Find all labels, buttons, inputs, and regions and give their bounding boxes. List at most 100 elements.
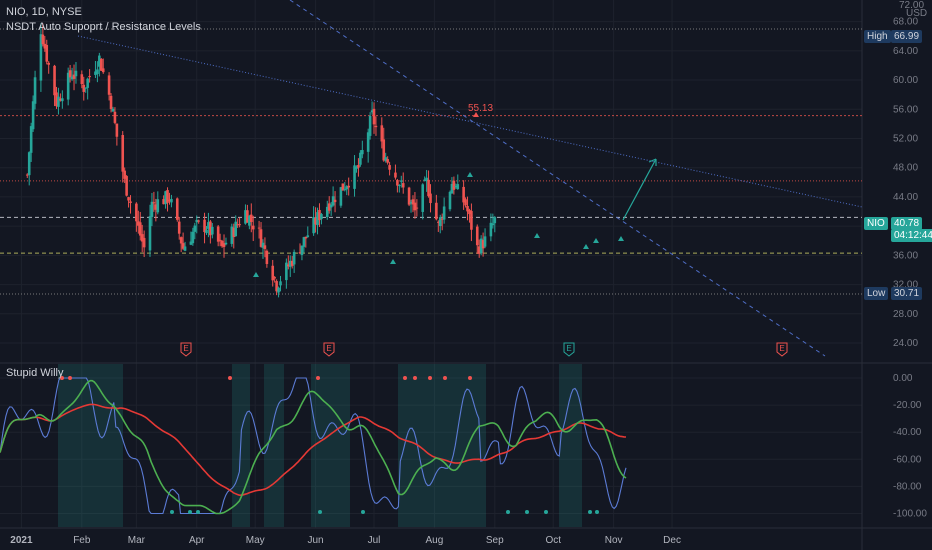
candle-body — [407, 187, 411, 205]
candle-body — [325, 206, 329, 218]
candle-body — [345, 186, 349, 190]
candle-body — [249, 214, 253, 223]
candle-body — [366, 132, 370, 152]
candle-body — [29, 126, 33, 153]
willy-slow-line — [0, 403, 627, 497]
candle-body — [259, 229, 263, 247]
candle-body — [320, 214, 323, 220]
projection-arrow — [622, 158, 657, 221]
candle-body — [409, 202, 413, 204]
overbought-dot — [468, 376, 472, 380]
candle-body — [329, 204, 333, 208]
candle-body — [218, 239, 222, 241]
osc-shade-band — [311, 364, 350, 527]
overbought-dot — [403, 376, 407, 380]
candle-body — [57, 96, 60, 107]
osc-shading — [58, 364, 582, 527]
candle-body — [27, 152, 31, 176]
candle-body — [25, 174, 29, 176]
candle-body — [450, 183, 454, 194]
earnings-icon — [180, 342, 192, 357]
candle-body — [47, 62, 50, 65]
overbought-dot — [316, 376, 320, 380]
oversold-dot — [544, 510, 548, 514]
candle-body — [142, 237, 146, 248]
last-price-tag: 40.78 — [891, 217, 923, 230]
candle-body — [177, 221, 181, 234]
willy-line — [0, 377, 627, 515]
candle-body — [59, 98, 62, 101]
candle-body — [300, 245, 304, 255]
projection-arrowhead — [648, 158, 657, 166]
candle-body — [261, 242, 265, 248]
candle-body — [415, 207, 419, 209]
osc-tick-label: -80.00 — [893, 481, 922, 492]
candle-body — [168, 199, 171, 201]
candle-body — [43, 43, 47, 49]
osc-tick-label: -100.00 — [893, 509, 927, 520]
price-tick-label: 52.00 — [893, 133, 918, 144]
candle-body — [230, 226, 234, 244]
x-tick-label: Dec — [663, 535, 681, 546]
x-tick-label: Oct — [545, 535, 561, 546]
candle-body — [236, 224, 239, 226]
candle-body — [94, 71, 97, 75]
candle-body — [314, 217, 317, 225]
candle-body — [440, 218, 444, 220]
candle-body — [207, 222, 210, 229]
price-tick-label: 56.00 — [893, 104, 918, 115]
candle-body — [275, 281, 278, 292]
candle-body — [191, 231, 195, 244]
candle-body — [357, 164, 360, 168]
candle-body — [175, 198, 179, 220]
overbought-dot — [60, 376, 64, 380]
candle-body — [39, 34, 43, 81]
candle-body — [493, 217, 497, 224]
candle-body — [273, 277, 276, 279]
earnings-badge: E — [776, 342, 788, 357]
low-value: 30.71 — [891, 287, 923, 300]
candle-body — [123, 170, 126, 179]
candle-body — [33, 77, 37, 104]
candle-body — [491, 223, 495, 226]
buy-marker — [618, 236, 624, 241]
price-tick-label: 32.00 — [893, 280, 918, 291]
candle-body — [127, 197, 130, 201]
x-tick-label: Jun — [308, 535, 324, 546]
price-tick-label: 28.00 — [893, 309, 918, 320]
candle-body — [203, 219, 206, 233]
candles-layer — [25, 23, 497, 298]
candle-body — [456, 184, 460, 190]
osc-shade-band — [58, 364, 123, 527]
x-tick-label: May — [246, 535, 265, 546]
candle-body — [399, 180, 403, 182]
peak-label: 55.13 — [468, 103, 494, 114]
candle-body — [452, 180, 456, 190]
candle-body — [421, 184, 425, 212]
earnings-icon — [563, 342, 575, 357]
candle-body — [86, 78, 89, 88]
candle-body — [244, 210, 247, 224]
candle-body — [80, 74, 84, 85]
candle-body — [129, 201, 132, 204]
candle-body — [66, 72, 70, 100]
candle-body — [125, 176, 128, 196]
candle-body — [477, 246, 481, 254]
buy-marker — [593, 238, 599, 243]
candle-body — [156, 199, 160, 213]
earnings-letter: E — [566, 344, 571, 353]
candle-body — [209, 221, 212, 236]
earnings-letter: E — [183, 344, 188, 353]
buy-marker — [467, 172, 473, 177]
candle-body — [386, 159, 389, 163]
candle-body — [361, 150, 364, 155]
candle-body — [423, 179, 426, 181]
candle-body — [164, 191, 167, 205]
indicator-title: NSDT Auto Supoprt / Resistance Levels — [6, 21, 201, 33]
candle-body — [113, 111, 117, 123]
candle-body — [370, 110, 374, 113]
candle-body — [427, 179, 430, 197]
candle-body — [111, 108, 115, 112]
candle-body — [341, 183, 345, 191]
